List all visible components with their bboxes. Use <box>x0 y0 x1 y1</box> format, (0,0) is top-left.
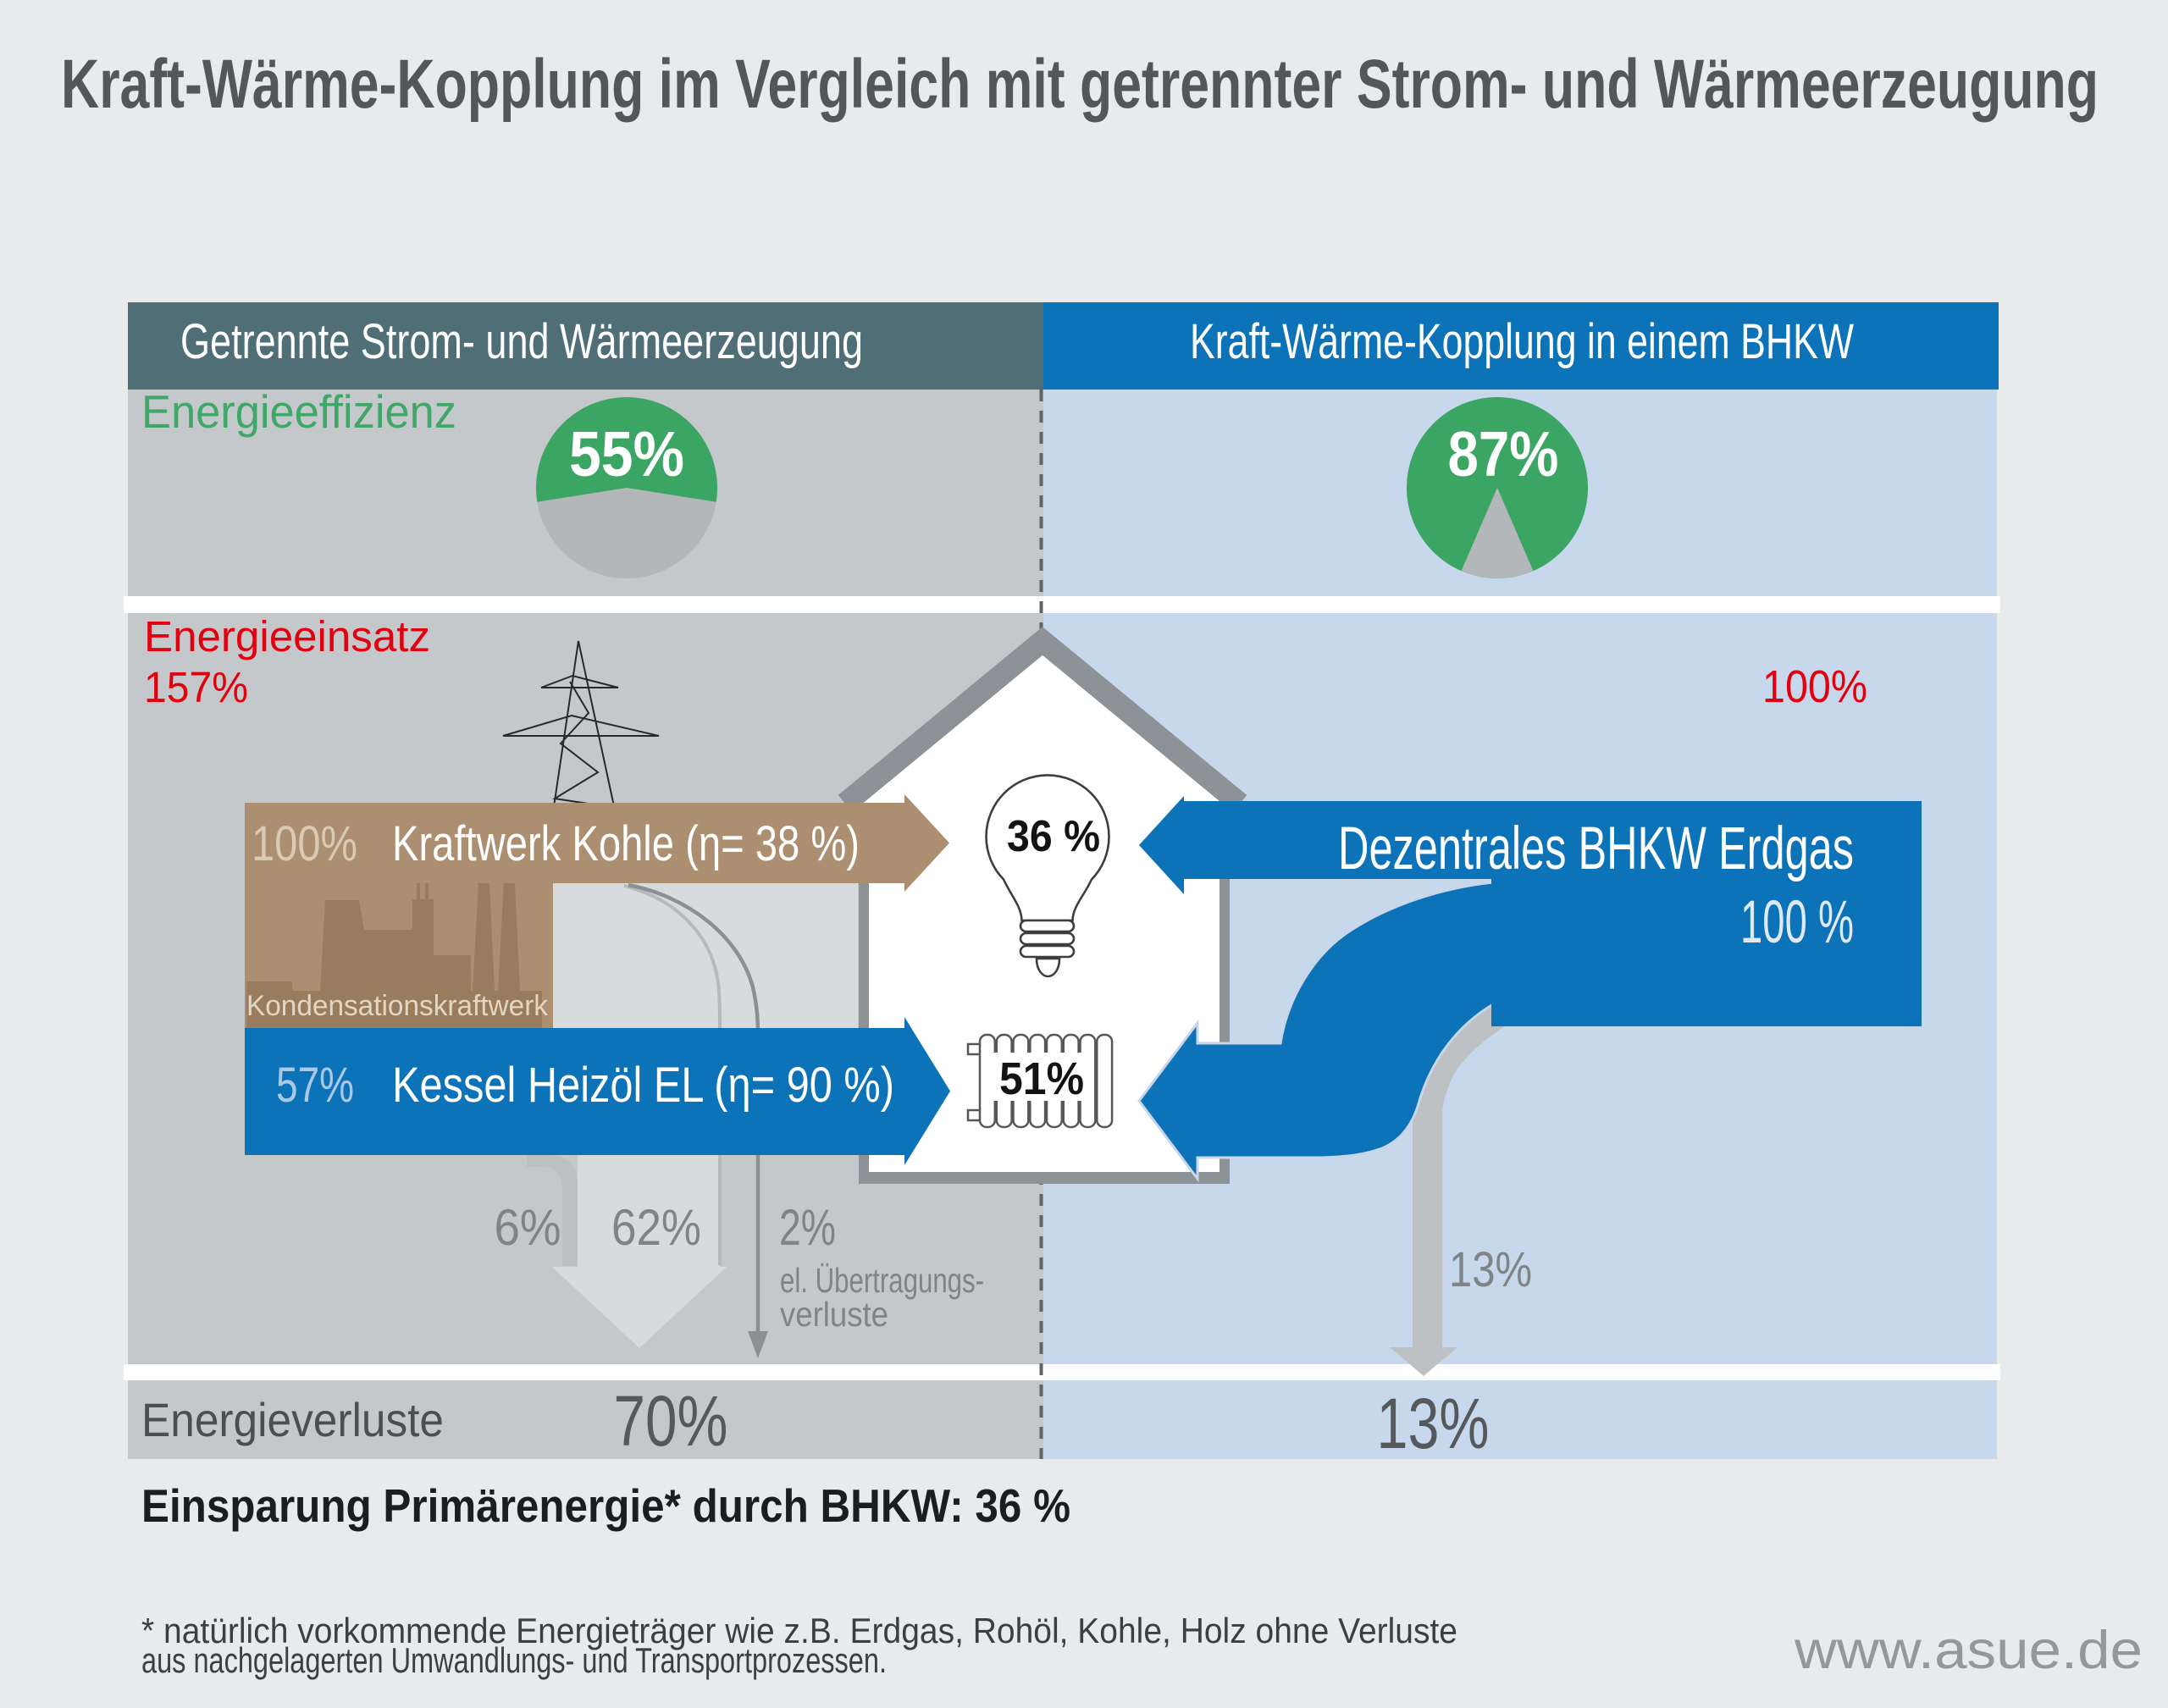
svg-text:6%: 6% <box>495 1199 561 1256</box>
svg-text:70%: 70% <box>614 1381 728 1461</box>
svg-text:* natürlich vorkommende Energi: * natürlich vorkommende Energieträger wi… <box>141 1611 1457 1650</box>
svg-text:100 %: 100 % <box>1740 889 1854 956</box>
svg-text:verluste: verluste <box>780 1295 888 1334</box>
svg-text:Kessel Heizöl EL (η= 90 %): Kessel Heizöl EL (η= 90 %) <box>392 1058 894 1113</box>
svg-text:100%: 100% <box>1762 661 1867 712</box>
svg-text:Getrennte Strom- und Wärmeerze: Getrennte Strom- und Wärmeerzeugung <box>180 314 863 369</box>
svg-text:157%: 157% <box>144 663 248 711</box>
svg-text:Kondensationskraftwerk: Kondensationskraftwerk <box>246 990 549 1022</box>
svg-text:Energieeinsatz: Energieeinsatz <box>144 612 430 661</box>
svg-text:57%: 57% <box>276 1058 354 1113</box>
svg-text:100%: 100% <box>252 816 357 871</box>
svg-text:55%: 55% <box>569 418 684 489</box>
svg-text:13%: 13% <box>1377 1384 1490 1463</box>
svg-text:Kraft-Wärme-Kopplung im Vergle: Kraft-Wärme-Kopplung im Vergleich mit ge… <box>61 46 2099 123</box>
svg-text:aus nachgelagerten Umwandlungs: aus nachgelagerten Umwandlungs- und Tran… <box>141 1640 887 1680</box>
svg-text:www.asue.de: www.asue.de <box>1794 1621 2143 1680</box>
svg-text:Energieverluste: Energieverluste <box>141 1393 444 1446</box>
svg-text:13%: 13% <box>1449 1242 1532 1297</box>
svg-text:36 %: 36 % <box>1007 812 1100 861</box>
svg-text:51%: 51% <box>999 1053 1084 1104</box>
svg-text:Einsparung Primärenergie* durc: Einsparung Primärenergie* durch BHKW: 36… <box>141 1479 1070 1532</box>
svg-text:62%: 62% <box>611 1199 701 1256</box>
svg-text:2%: 2% <box>779 1199 836 1256</box>
svg-text:Kraft-Wärme-Kopplung in einem: Kraft-Wärme-Kopplung in einem BHKW <box>1190 314 1854 369</box>
svg-text:el. Übertragungs-: el. Übertragungs- <box>780 1261 984 1300</box>
svg-text:Kraftwerk Kohle (η= 38 %): Kraftwerk Kohle (η= 38 %) <box>392 816 860 871</box>
svg-text:87%: 87% <box>1448 418 1559 489</box>
svg-text:Dezentrales BHKW Erdgas: Dezentrales BHKW Erdgas <box>1338 815 1854 882</box>
svg-text:Energieeffizienz: Energieeffizienz <box>141 385 456 438</box>
